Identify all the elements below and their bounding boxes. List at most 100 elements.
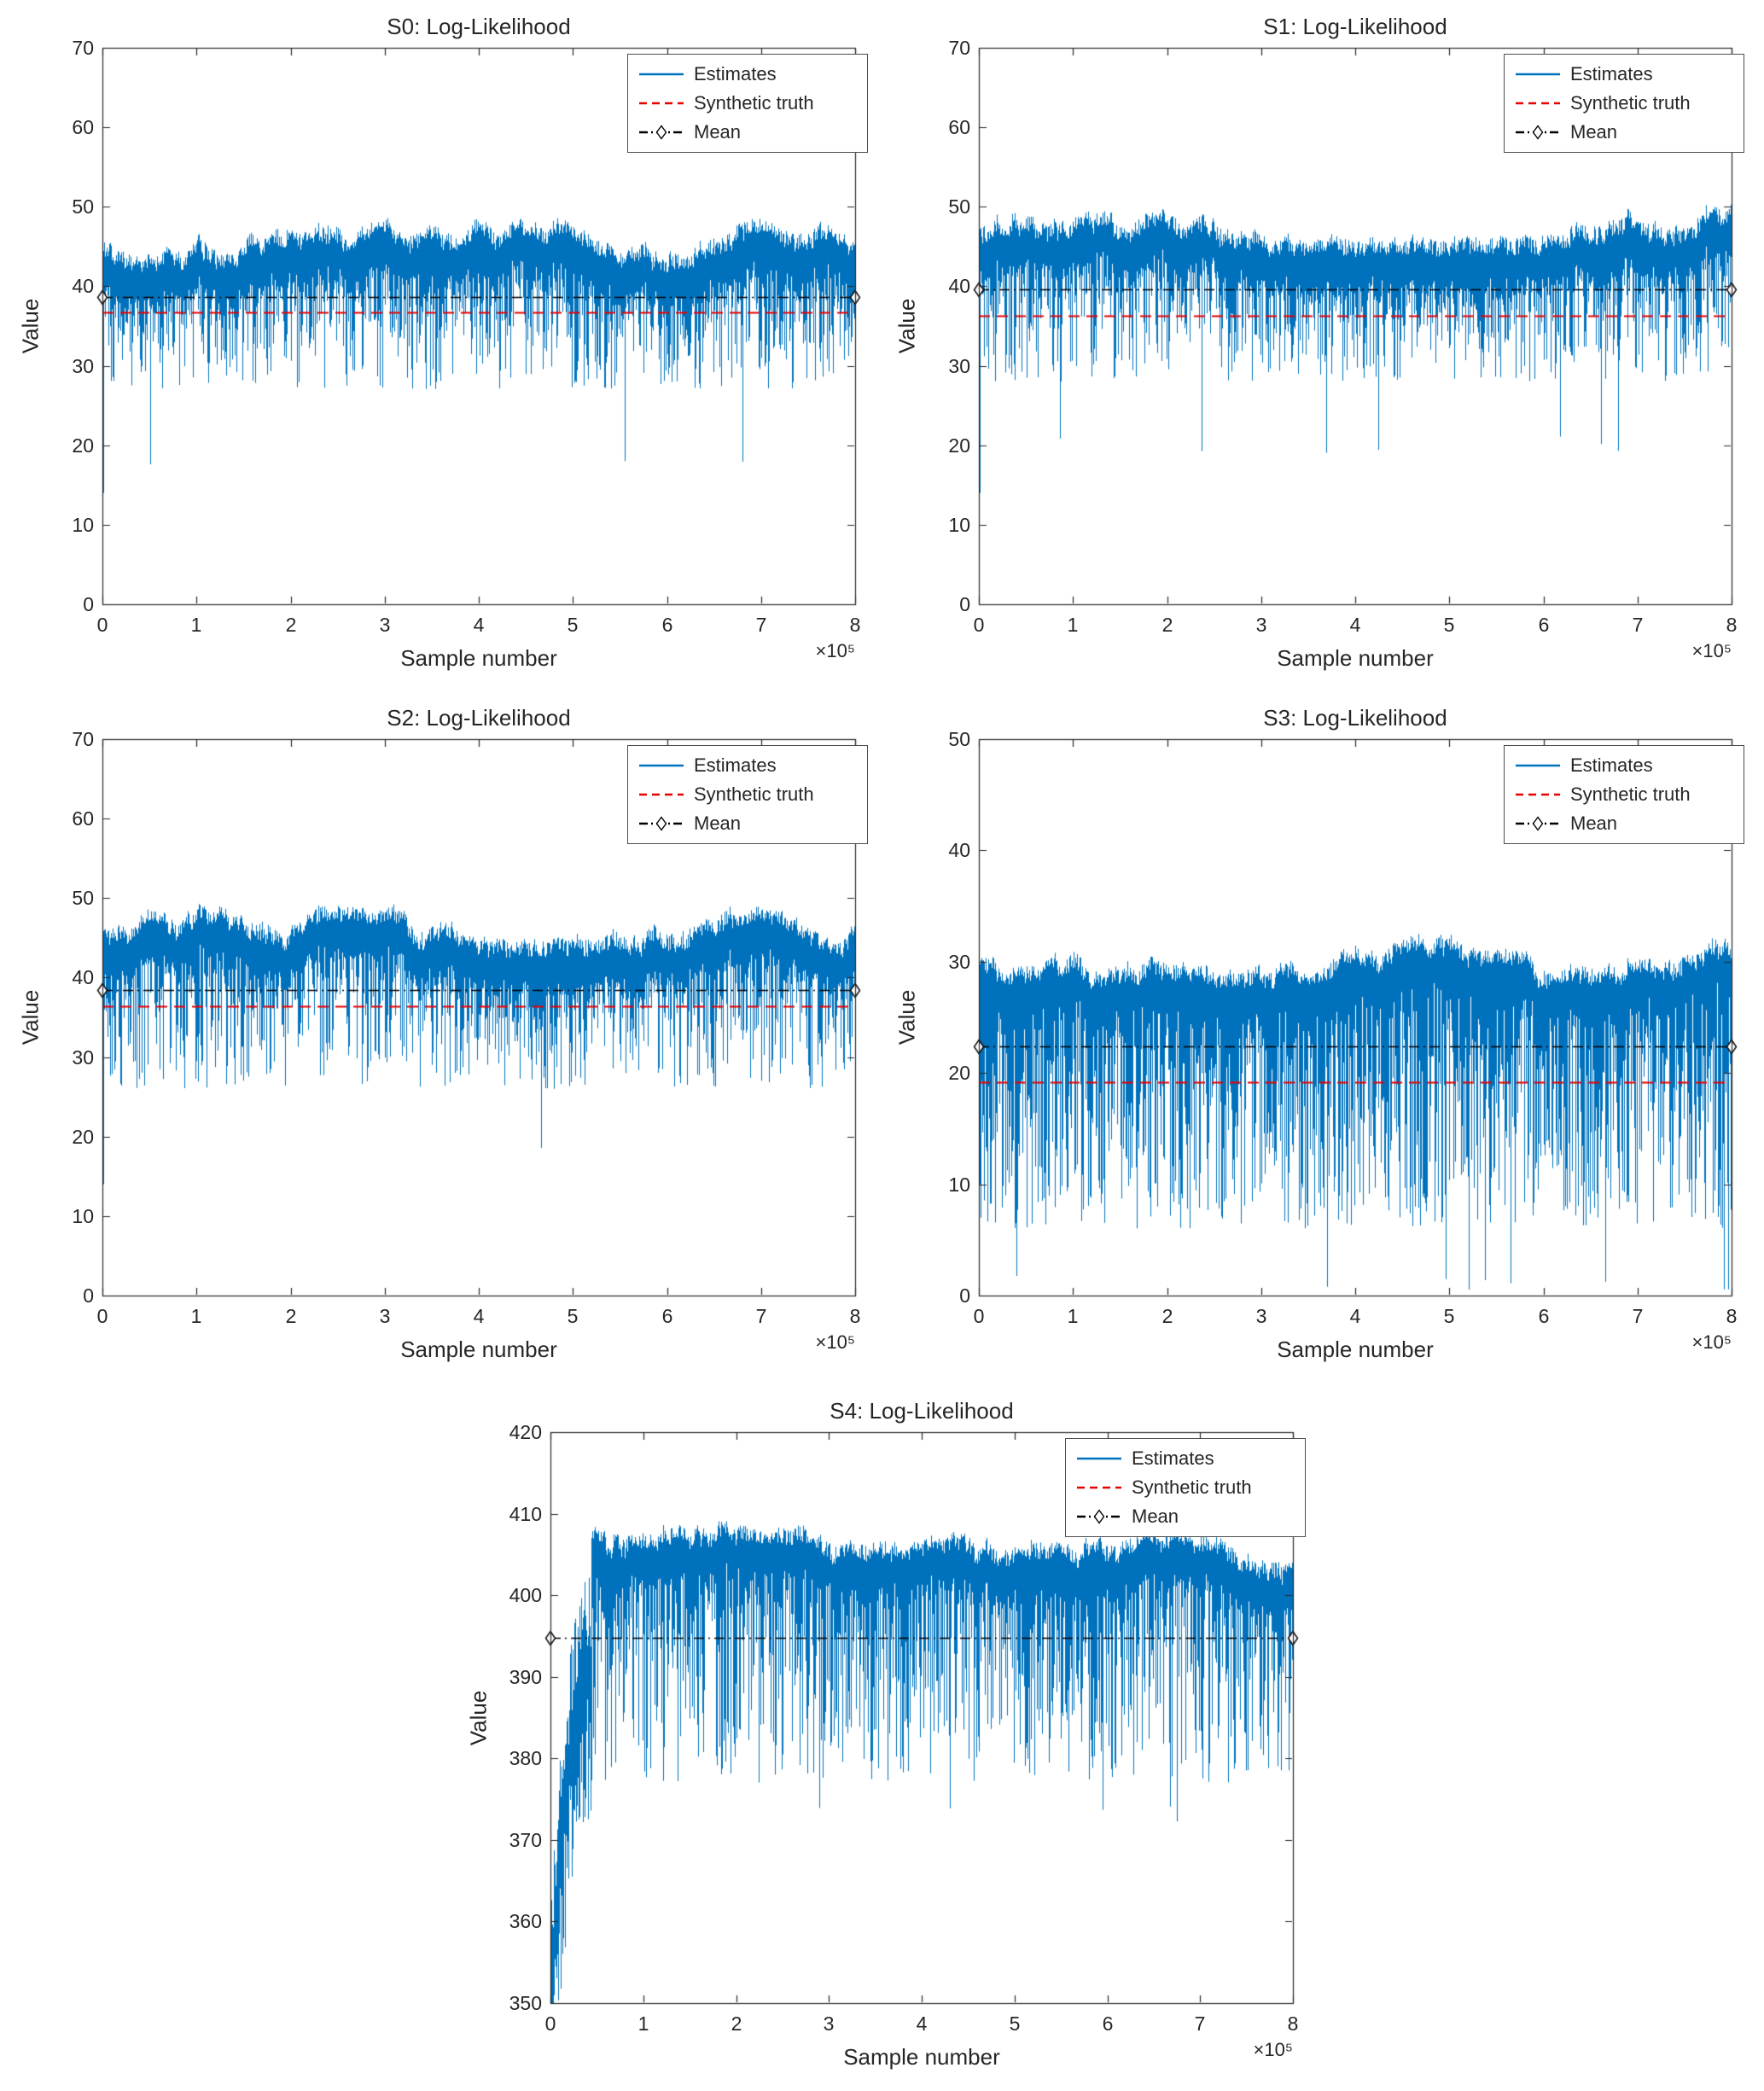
x-axis-label: Sample number bbox=[1277, 1337, 1434, 1362]
estimates-line-icon bbox=[1516, 73, 1560, 76]
x-tick-label: 3 bbox=[1255, 614, 1267, 636]
truth-dashed-line-icon bbox=[639, 102, 684, 105]
x-tick-label: 7 bbox=[1632, 614, 1644, 636]
x-tick-label: 8 bbox=[1287, 2012, 1299, 2035]
legend-label: Synthetic truth bbox=[1570, 783, 1691, 805]
x-tick-label: 7 bbox=[1632, 1305, 1644, 1327]
y-tick-label: 0 bbox=[83, 1284, 94, 1307]
y-tick-label: 10 bbox=[72, 1205, 94, 1227]
legend-item-estimates: Estimates bbox=[1074, 1445, 1295, 1472]
legend-label: Synthetic truth bbox=[694, 92, 814, 114]
legend-label: Mean bbox=[1570, 813, 1618, 834]
axis-exponent-label: ×10⁵ bbox=[1691, 1331, 1732, 1353]
y-tick-label: 10 bbox=[72, 514, 94, 536]
y-axis-label: Value bbox=[894, 989, 920, 1046]
y-tick-label: 30 bbox=[72, 1046, 94, 1069]
x-tick-label: 1 bbox=[190, 1305, 202, 1327]
legend-item-mean: Mean bbox=[637, 119, 857, 146]
subplot-s4: S4: Log-Likelihood Value Sample number ×10⁵… bbox=[455, 1391, 1308, 2084]
x-axis-label: Sample number bbox=[400, 645, 557, 671]
x-tick-label: 6 bbox=[1538, 1305, 1550, 1327]
legend: Estimates Synthetic truth Mean bbox=[1065, 1438, 1306, 1537]
x-tick-label: 5 bbox=[1443, 614, 1455, 636]
x-tick-label: 0 bbox=[96, 614, 108, 636]
legend-label: Synthetic truth bbox=[1570, 92, 1691, 114]
legend-label: Synthetic truth bbox=[1132, 1477, 1252, 1498]
legend: Estimates Synthetic truth Mean bbox=[627, 745, 868, 844]
x-tick-label: 1 bbox=[190, 614, 202, 636]
x-tick-label: 4 bbox=[1349, 614, 1361, 636]
legend-item-synthetic-truth: Synthetic truth bbox=[1513, 90, 1733, 117]
legend-label: Mean bbox=[1132, 1506, 1179, 1527]
legend-item-estimates: Estimates bbox=[637, 752, 857, 779]
axis-exponent-label: ×10⁵ bbox=[1253, 2039, 1293, 2060]
y-tick-label: 40 bbox=[948, 839, 970, 861]
axis-exponent-label: ×10⁵ bbox=[815, 640, 855, 661]
legend-label: Synthetic truth bbox=[694, 783, 814, 805]
x-tick-label: 8 bbox=[849, 1305, 861, 1327]
y-tick-label: 40 bbox=[72, 966, 94, 988]
x-tick-label: 6 bbox=[1102, 2012, 1114, 2035]
x-tick-label: 4 bbox=[473, 614, 485, 636]
y-tick-label: 30 bbox=[948, 951, 970, 973]
legend-item-synthetic-truth: Synthetic truth bbox=[637, 90, 857, 117]
estimates-line-icon bbox=[1516, 764, 1560, 767]
x-tick-label: 0 bbox=[96, 1305, 108, 1327]
y-tick-label: 10 bbox=[948, 1174, 970, 1196]
chart-title: S3: Log-Likelihood bbox=[1263, 705, 1447, 731]
legend-label: Mean bbox=[694, 121, 742, 143]
x-tick-label: 6 bbox=[1538, 614, 1550, 636]
truth-dashed-line-icon bbox=[1077, 1486, 1121, 1489]
y-tick-label: 420 bbox=[509, 1421, 542, 1443]
truth-dashed-line-icon bbox=[1516, 793, 1560, 796]
legend-label: Estimates bbox=[1570, 754, 1653, 776]
x-tick-label: 2 bbox=[1161, 1305, 1173, 1327]
legend-label: Estimates bbox=[694, 63, 777, 84]
y-axis-label: Value bbox=[894, 298, 920, 354]
x-tick-label: 3 bbox=[379, 1305, 391, 1327]
x-tick-label: 4 bbox=[473, 1305, 485, 1327]
x-tick-label: 2 bbox=[731, 2012, 742, 2035]
y-tick-label: 50 bbox=[948, 728, 970, 750]
x-tick-label: 0 bbox=[544, 2012, 556, 2035]
subplot-s0: S0: Log-Likelihood Value Sample number ×10⁵… bbox=[17, 7, 870, 685]
y-tick-label: 60 bbox=[72, 807, 94, 830]
y-tick-label: 380 bbox=[509, 1747, 542, 1769]
legend-label: Mean bbox=[1570, 121, 1618, 143]
y-tick-label: 360 bbox=[509, 1910, 542, 1932]
x-tick-label: 1 bbox=[1067, 1305, 1079, 1327]
y-tick-label: 50 bbox=[72, 887, 94, 909]
x-tick-label: 8 bbox=[1726, 1305, 1738, 1327]
y-tick-label: 0 bbox=[83, 593, 94, 615]
legend-item-synthetic-truth: Synthetic truth bbox=[1513, 781, 1733, 808]
y-tick-label: 70 bbox=[72, 37, 94, 59]
x-tick-label: 6 bbox=[661, 614, 673, 636]
y-tick-label: 40 bbox=[72, 275, 94, 297]
y-tick-label: 20 bbox=[948, 1062, 970, 1084]
legend-label: Mean bbox=[694, 813, 742, 834]
legend-item-estimates: Estimates bbox=[1513, 61, 1733, 88]
legend-label: Estimates bbox=[1132, 1447, 1214, 1469]
chart-title: S0: Log-Likelihood bbox=[387, 14, 571, 39]
x-axis-label: Sample number bbox=[1277, 645, 1434, 671]
legend: Estimates Synthetic truth Mean bbox=[627, 54, 868, 153]
mean-dashdot-line-icon bbox=[1516, 125, 1560, 140]
mean-dashdot-line-icon bbox=[639, 125, 684, 140]
y-tick-label: 30 bbox=[72, 355, 94, 377]
x-tick-label: 0 bbox=[973, 614, 985, 636]
mean-dashdot-line-icon bbox=[639, 816, 684, 831]
y-tick-label: 60 bbox=[948, 116, 970, 138]
y-tick-label: 60 bbox=[72, 116, 94, 138]
y-tick-label: 30 bbox=[948, 355, 970, 377]
y-tick-label: 20 bbox=[948, 434, 970, 457]
y-tick-label: 0 bbox=[959, 593, 970, 615]
legend: Estimates Synthetic truth Mean bbox=[1504, 54, 1744, 153]
y-tick-label: 370 bbox=[509, 1829, 542, 1851]
y-tick-label: 10 bbox=[948, 514, 970, 536]
truth-dashed-line-icon bbox=[639, 793, 684, 796]
x-tick-label: 1 bbox=[1067, 614, 1079, 636]
legend-item-estimates: Estimates bbox=[1513, 752, 1733, 779]
x-tick-label: 2 bbox=[285, 614, 297, 636]
y-tick-label: 350 bbox=[509, 1992, 542, 2014]
